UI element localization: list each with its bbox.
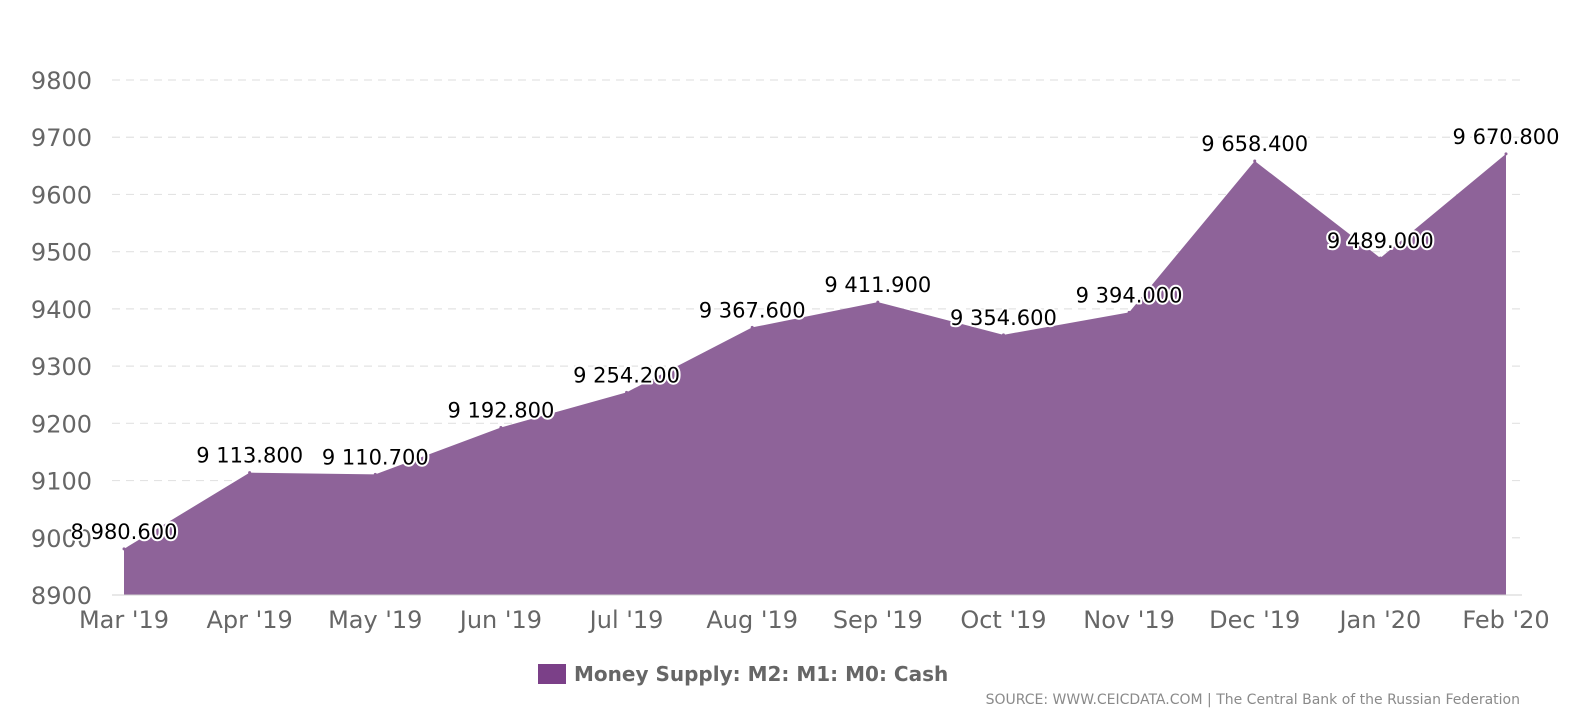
legend-label: Money Supply: M2: M1: M0: Cash [574, 662, 949, 686]
data-label: 9 110.700 [322, 445, 429, 469]
x-tick-label: Jun '19 [458, 606, 542, 634]
data-label: 8 980.600 [71, 520, 178, 544]
data-point [1127, 310, 1131, 314]
data-label: 9 254.200 [573, 363, 680, 387]
data-point [750, 325, 754, 329]
legend[interactable]: Money Supply: M2: M1: M0: Cash [538, 662, 948, 686]
data-label: 9 192.800 [447, 398, 554, 422]
y-tick-label: 9600 [31, 181, 92, 209]
data-point [625, 390, 629, 394]
legend-swatch [538, 664, 566, 684]
money-supply-chart: 8900 9000 9100 9200 9300 9400 9500 9600 9700 9800… [31, 67, 1562, 634]
data-point [1378, 256, 1382, 260]
data-label: 9 411.900 [824, 273, 931, 297]
x-tick-label: Nov '19 [1083, 606, 1175, 634]
x-tick-label: Aug '19 [706, 606, 798, 634]
data-point [122, 547, 126, 551]
x-tick-label: May '19 [328, 606, 422, 634]
data-point [499, 425, 503, 429]
y-tick-label: 9300 [31, 353, 92, 381]
data-point [373, 472, 377, 476]
data-point [1253, 159, 1257, 163]
series-area [124, 153, 1506, 596]
data-point [876, 300, 880, 304]
data-label: 9 394.000 [1076, 283, 1183, 307]
x-tick-label: Apr '19 [206, 606, 292, 634]
x-tick-label: Jul '19 [588, 606, 664, 634]
y-tick-label: 9200 [31, 410, 92, 438]
data-label: 9 658.400 [1201, 132, 1308, 156]
data-label: 9 367.600 [699, 298, 806, 322]
x-tick-label: Mar '19 [79, 606, 169, 634]
data-point [1504, 152, 1508, 156]
data-label: 9 489.000 [1327, 229, 1434, 253]
y-tick-label: 9500 [31, 239, 92, 267]
y-tick-label: 9800 [31, 67, 92, 95]
x-tick-label: Dec '19 [1209, 606, 1300, 634]
data-label: 9 670.800 [1453, 125, 1560, 149]
y-tick-label: 9400 [31, 296, 92, 324]
y-tick-label: 9000 [31, 525, 92, 553]
data-point [1001, 333, 1005, 337]
x-tick-label: Oct '19 [960, 606, 1046, 634]
x-tick-label: Jan '20 [1337, 606, 1421, 634]
x-tick-label: Sep '19 [833, 606, 923, 634]
data-point [248, 471, 252, 475]
source-note: SOURCE: WWW.CEICDATA.COM | The Central B… [985, 692, 1520, 708]
y-tick-label: 9700 [31, 124, 92, 152]
y-tick-label: 9100 [31, 468, 92, 496]
x-tick-label: Feb '20 [1462, 606, 1549, 634]
data-label: 9 113.800 [196, 444, 303, 468]
y-tick-label: 8900 [31, 582, 92, 610]
data-label: 9 354.600 [950, 306, 1057, 330]
